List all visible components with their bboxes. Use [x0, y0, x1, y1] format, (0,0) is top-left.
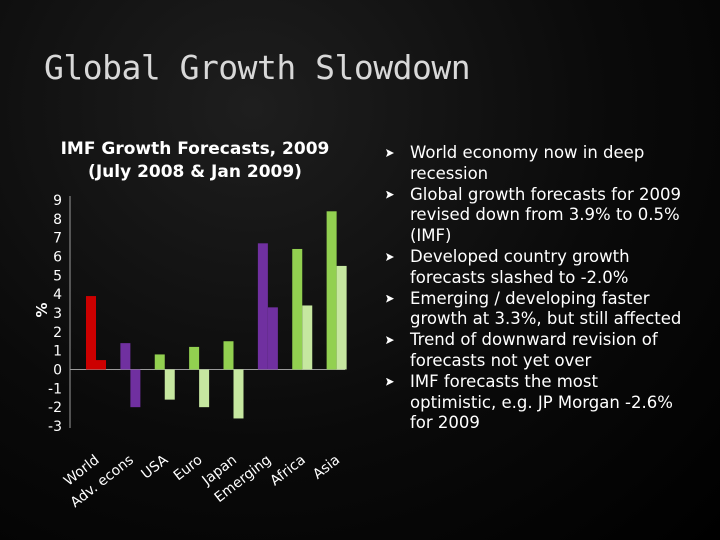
y-tick-label: 9: [53, 193, 62, 209]
bar: [189, 346, 200, 370]
bar: [267, 307, 278, 370]
x-tick-label: Asia: [310, 452, 343, 483]
bar: [302, 305, 313, 370]
bar: [223, 341, 234, 370]
y-tick-label: 5: [53, 268, 62, 284]
bullet-item: Global growth forecasts for 2009 revised…: [386, 185, 686, 247]
slide-title: Global Growth Slowdown: [44, 48, 471, 87]
bar: [86, 296, 96, 370]
y-tick-label: 2: [53, 325, 62, 341]
bar: [326, 211, 337, 370]
y-tick-label: 6: [53, 250, 62, 266]
y-tick-label: -2: [48, 400, 62, 416]
y-tick-label: -1: [48, 381, 62, 397]
bullet-arrow-icon: [386, 377, 394, 386]
bar: [96, 360, 106, 370]
y-tick-label: 4: [53, 287, 62, 303]
bullet-item: IMF forecasts the most optimistic, e.g. …: [386, 372, 686, 434]
bar: [336, 265, 347, 370]
bullet-item: World economy now in deep recession: [386, 143, 686, 185]
x-tick-label: Africa: [267, 452, 308, 489]
bullet-arrow-icon: [386, 190, 394, 199]
bullet-item: Emerging / developing faster growth at 3…: [386, 289, 686, 331]
bar: [233, 369, 244, 419]
y-tick-label: 1: [53, 344, 62, 360]
bullet-item: Developed country growth forecasts slash…: [386, 247, 686, 289]
bullet-arrow-icon: [386, 336, 394, 345]
bullet-arrow-icon: [386, 252, 394, 261]
bar: [164, 369, 175, 400]
y-tick-label: 8: [53, 212, 62, 228]
bar: [199, 369, 210, 408]
bullet-item: Trend of downward revision of forecasts …: [386, 330, 686, 372]
bar: [154, 354, 165, 370]
chart-title: IMF Growth Forecasts, 2009 (July 2008 & …: [60, 139, 330, 182]
bar: [257, 243, 268, 370]
y-tick-label: 3: [53, 306, 62, 322]
y-axis-label: %: [33, 302, 51, 317]
y-tick-label: 0: [53, 363, 62, 379]
bar: [292, 248, 303, 370]
x-tick-label: Euro: [171, 452, 206, 484]
bullet-list: World economy now in deep recession Glob…: [386, 143, 686, 434]
y-tick-label: -3: [48, 419, 62, 435]
bar: [120, 343, 131, 370]
bullet-arrow-icon: [386, 149, 394, 157]
bar: [130, 369, 141, 408]
bullet-arrow-icon: [386, 294, 394, 303]
x-tick-label: USA: [139, 452, 172, 483]
y-tick-label: 7: [53, 231, 62, 247]
